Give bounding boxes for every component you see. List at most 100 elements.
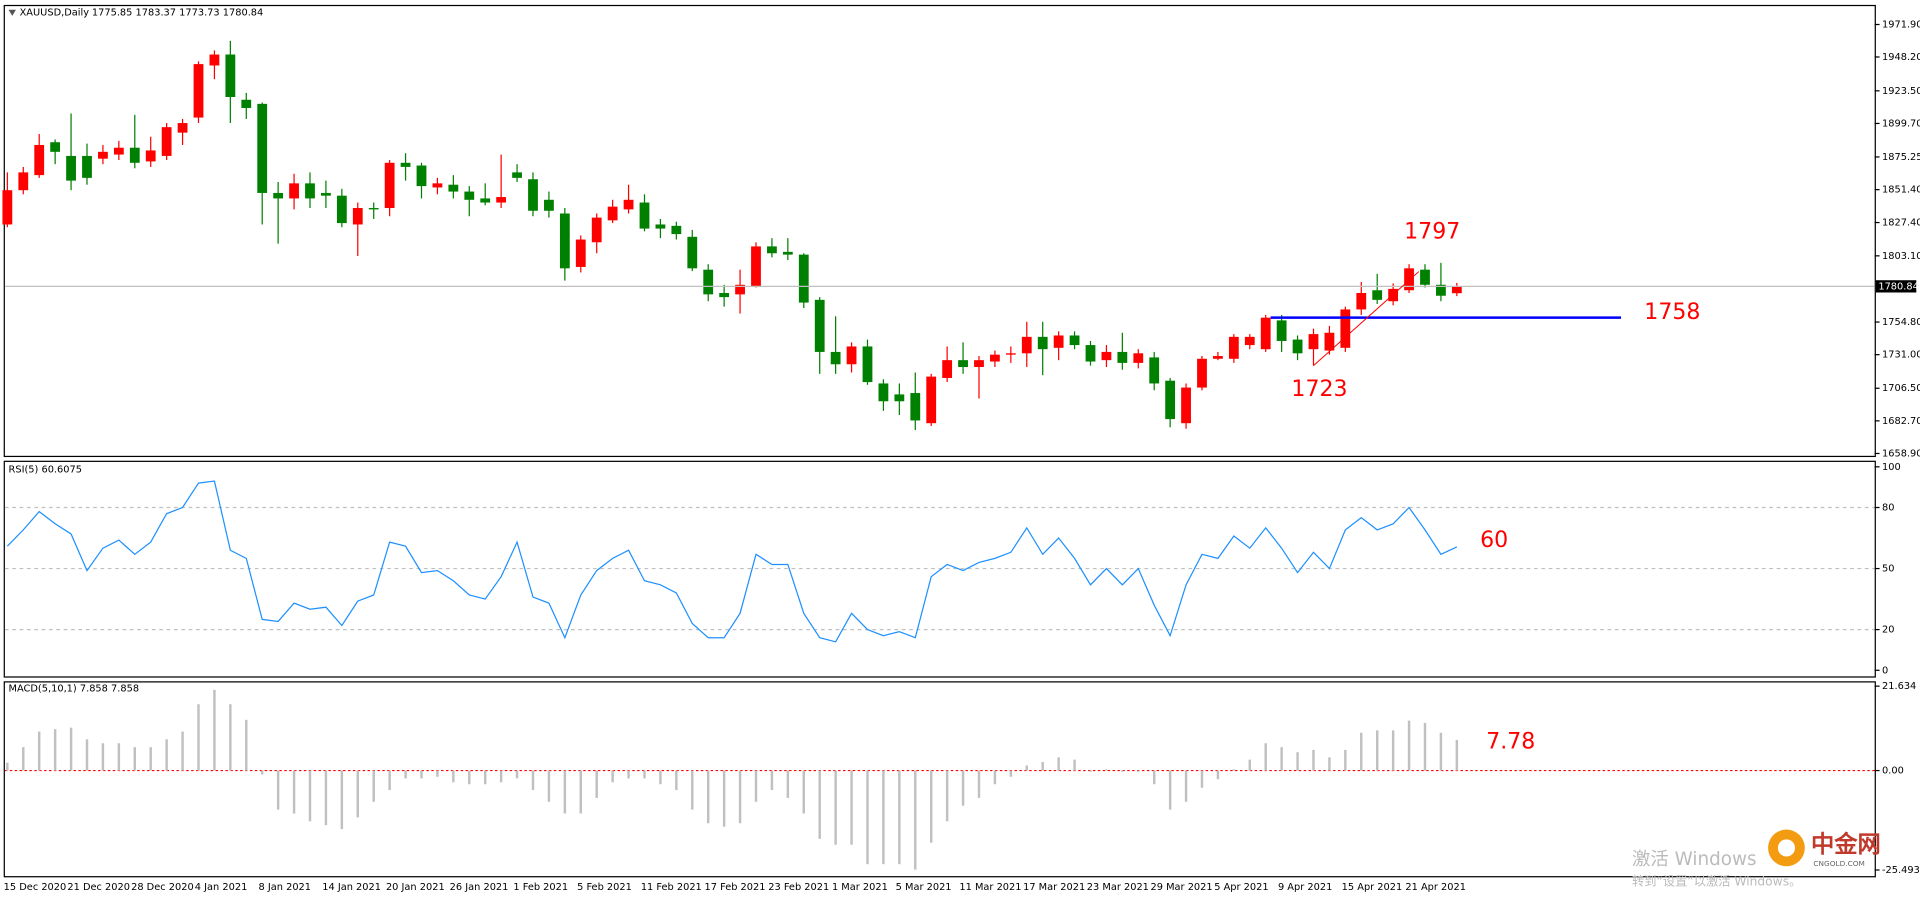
candle-body	[862, 346, 873, 383]
macd-bar	[1009, 770, 1013, 777]
macd-bar	[786, 770, 790, 798]
x-tick-label: 20 Jan 2021	[386, 882, 445, 893]
x-tick-label: 1 Mar 2021	[832, 882, 888, 893]
candle-body	[1133, 353, 1144, 363]
macd-bar	[961, 770, 965, 806]
candle-body	[34, 144, 45, 176]
macd-bar	[754, 770, 758, 802]
candle-body	[1213, 356, 1223, 359]
candle-body	[575, 239, 586, 267]
macd-bar	[213, 689, 216, 771]
x-tick-label: 29 Mar 2021	[1151, 882, 1213, 893]
macd-bar	[675, 770, 678, 791]
candle-body	[1021, 336, 1032, 354]
candle-body	[1181, 387, 1191, 424]
x-tick-label: 11 Feb 2021	[641, 882, 702, 893]
candle-body	[1005, 353, 1016, 355]
candle-body	[671, 225, 682, 235]
last-price-box	[1875, 280, 1917, 293]
macd-bar	[850, 770, 853, 845]
macd-bar	[1375, 730, 1379, 771]
macd-bar	[802, 770, 806, 814]
macd-bar	[1312, 749, 1315, 771]
macd-bar	[659, 770, 662, 785]
candle-body	[751, 246, 761, 287]
candle-body	[305, 183, 315, 199]
y-tick-label: 1971.90	[1882, 20, 1920, 31]
candle-body	[1356, 292, 1367, 310]
candle-body	[703, 269, 714, 295]
x-tick-label: 28 Dec 2020	[131, 882, 194, 893]
y-tick-label: 1923.50	[1882, 86, 1920, 97]
high-label: 1797	[1404, 219, 1460, 244]
candle-body	[1197, 358, 1207, 388]
x-tick-label: 17 Feb 2021	[705, 882, 766, 893]
candle-body	[926, 376, 937, 424]
candle-body	[591, 217, 602, 243]
macd-bar	[1439, 732, 1443, 771]
candle-body	[209, 54, 220, 66]
macd-bar	[1407, 720, 1411, 771]
macd-bar	[1137, 770, 1140, 772]
y-tick-label: 1706.50	[1882, 383, 1920, 394]
macd-bar	[1264, 743, 1267, 771]
candle-body	[1340, 309, 1351, 348]
candle-body	[1228, 336, 1239, 359]
candle-body	[225, 54, 236, 98]
macd-bar	[133, 747, 137, 771]
macd-bar	[1089, 770, 1092, 772]
candle-body	[559, 213, 570, 269]
macd-bar	[420, 770, 423, 779]
macd-bar	[1105, 769, 1108, 771]
candle-body	[1308, 334, 1319, 350]
y-tick-label: 1754.80	[1882, 317, 1920, 328]
macd-bar	[37, 731, 41, 771]
x-tick-label: 15 Dec 2020	[4, 882, 67, 893]
macd-bar	[643, 770, 646, 779]
candle-body	[352, 208, 363, 225]
candle-body	[496, 197, 507, 203]
macd-bar	[1041, 761, 1044, 771]
macd-bar	[340, 770, 344, 830]
candle-body	[336, 195, 347, 224]
candle-body	[958, 360, 968, 368]
macd-bar	[53, 729, 57, 771]
y-tick-label: 1827.40	[1882, 218, 1920, 229]
macd-bar	[117, 743, 121, 771]
candle-body	[655, 224, 666, 229]
y-tick-label: 0	[1882, 665, 1888, 676]
macd-bar	[260, 770, 264, 775]
price-panel	[3, 4, 1876, 458]
candle-body	[990, 354, 1000, 362]
candle-body	[878, 383, 889, 402]
x-tick-label: 5 Apr 2021	[1214, 882, 1268, 893]
candle-body	[830, 351, 841, 365]
macd-bar	[372, 770, 375, 802]
candle-body	[1069, 335, 1080, 346]
candle-body	[113, 147, 124, 155]
x-tick-label: 11 Mar 2021	[959, 882, 1021, 893]
macd-bar	[1184, 770, 1188, 802]
macd-bar	[563, 770, 567, 814]
y-tick-label: 100	[1882, 462, 1901, 473]
candle-body	[1053, 335, 1064, 348]
candle-body	[846, 346, 857, 365]
macd-bar	[245, 719, 248, 771]
candle-body	[1451, 286, 1462, 294]
y-tick-label: 1731.00	[1882, 350, 1920, 361]
candle-body	[384, 162, 395, 209]
macd-bar	[579, 770, 583, 814]
macd-bar	[499, 770, 503, 783]
candle-body	[400, 162, 411, 167]
chart-title: XAUUSD,Daily	[20, 7, 90, 18]
macd-bar	[1025, 765, 1029, 771]
macd-bar	[6, 762, 9, 771]
macd-bar	[1391, 730, 1395, 771]
rsi-title: RSI(5) 60.6075	[9, 464, 82, 475]
macd-bar	[1248, 759, 1252, 771]
candle-body	[1117, 351, 1128, 363]
macd-bar	[722, 770, 726, 827]
macd-title: MACD(5,10,1) 7.858 7.858	[9, 684, 139, 695]
candle-body	[177, 123, 188, 133]
